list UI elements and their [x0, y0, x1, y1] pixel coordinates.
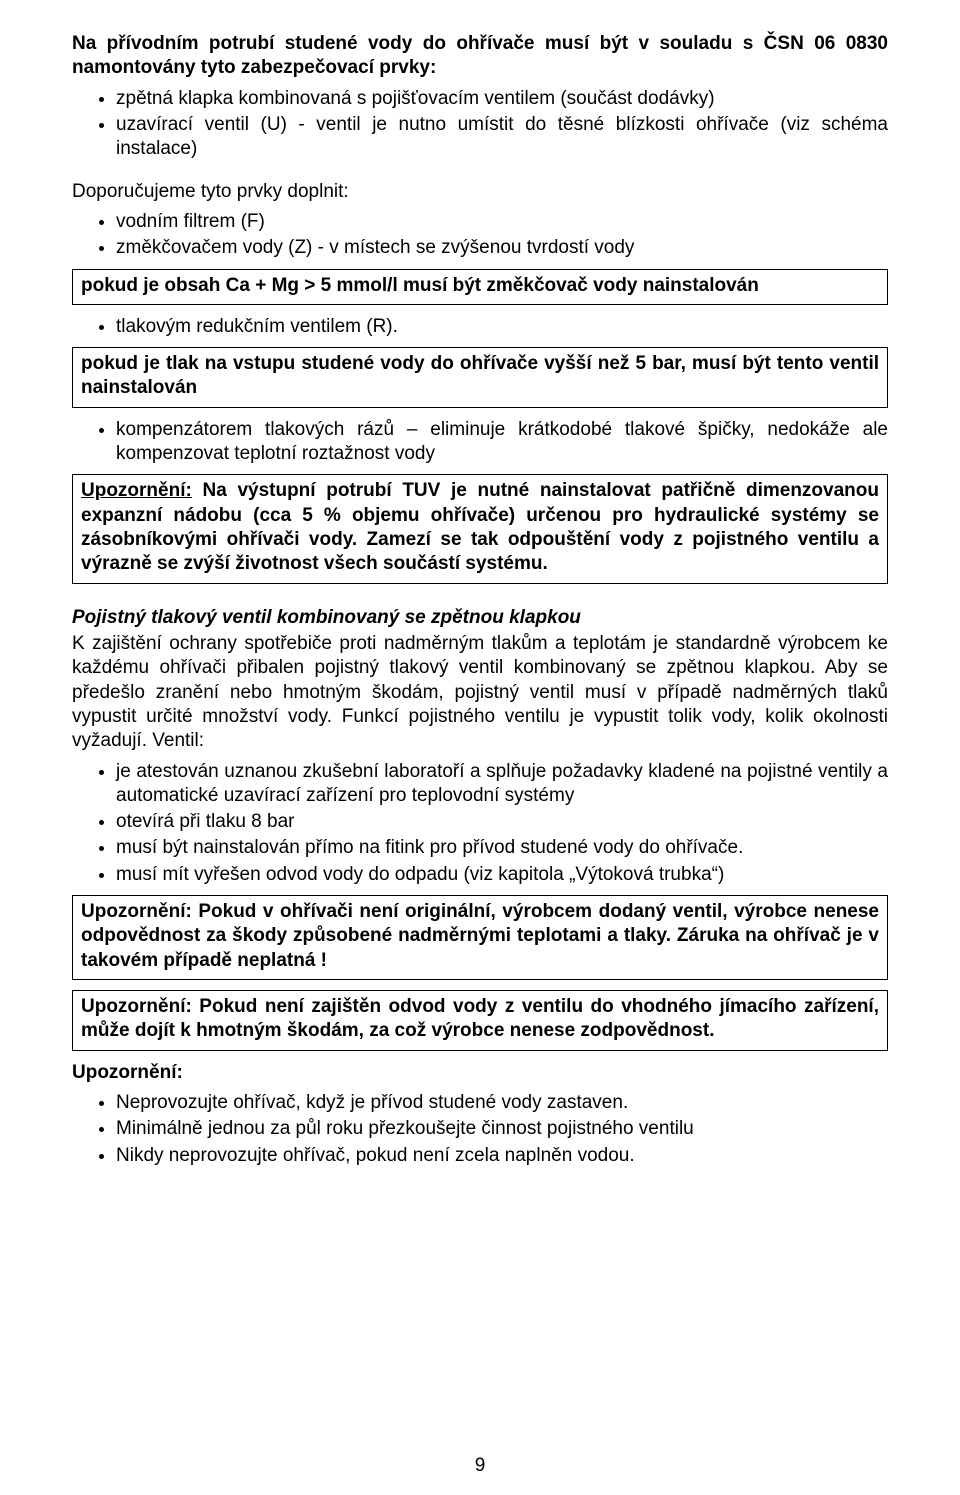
warning-box-3: Upozornění: Na výstupní potrubí TUV je n… [72, 474, 888, 583]
list-item: uzavírací ventil (U) - ventil je nutno u… [116, 113, 888, 162]
box-text: Upozornění: Na výstupní potrubí TUV je n… [81, 479, 879, 576]
warning-box-1: pokud je obsah Ca + Mg > 5 mmol/l musí b… [72, 269, 888, 305]
warning-box-5: Upozornění: Pokud není zajištěn odvod vo… [72, 990, 888, 1051]
after-box2-list: kompenzátorem tlakových rázů – eliminuje… [72, 418, 888, 467]
list-item: kompenzátorem tlakových rázů – eliminuje… [116, 418, 888, 467]
warning-box-2: pokud je tlak na vstupu studené vody do … [72, 347, 888, 408]
box-text: pokud je obsah Ca + Mg > 5 mmol/l musí b… [81, 274, 879, 298]
spacer [72, 594, 888, 598]
valve-section-para: K zajištění ochrany spotřebiče proti nad… [72, 632, 888, 754]
box-text: Upozornění: Pokud v ohřívači není origin… [81, 900, 879, 973]
valve-section-title: Pojistný tlakový ventil kombinovaný se z… [72, 606, 888, 630]
box-lead-label: Upozornění: [81, 480, 192, 501]
list-item: vodním filtrem (F) [116, 210, 888, 234]
list-item: změkčovačem vody (Z) - v místech se zvýš… [116, 236, 888, 260]
final-warning-label: Upozornění: [72, 1061, 888, 1085]
list-item: Nikdy neprovozujte ohřívač, pokud není z… [116, 1144, 888, 1168]
list-item: musí mít vyřešen odvod vody do odpadu (v… [116, 863, 888, 887]
intro-list: zpětná klapka kombinovaná s pojišťovacím… [72, 87, 888, 162]
page-number: 9 [0, 1455, 960, 1477]
recommend-lead: Doporučujeme tyto prvky doplnit: [72, 180, 888, 204]
intro-heading: Na přívodním potrubí studené vody do ohř… [72, 32, 888, 81]
list-item: je atestován uznanou zkušební laboratoří… [116, 760, 888, 809]
warning-box-4: Upozornění: Pokud v ohřívači není origin… [72, 895, 888, 980]
box-text: pokud je tlak na vstupu studené vody do … [81, 352, 879, 401]
valve-section-list: je atestován uznanou zkušební laboratoří… [72, 760, 888, 888]
list-item: musí být nainstalován přímo na fitink pr… [116, 836, 888, 860]
list-item: Minimálně jednou za půl roku přezkoušejt… [116, 1117, 888, 1141]
box-body: Na výstupní potrubí TUV je nutné nainsta… [81, 480, 879, 574]
list-item: tlakovým redukčním ventilem (R). [116, 315, 888, 339]
spacer [72, 170, 888, 180]
recommend-list: vodním filtrem (F) změkčovačem vody (Z) … [72, 210, 888, 261]
final-warning-list: Neprovozujte ohřívač, když je přívod stu… [72, 1091, 888, 1168]
box-text: Upozornění: Pokud není zajištěn odvod vo… [81, 995, 879, 1044]
document-page: Na přívodním potrubí studené vody do ohř… [0, 0, 960, 1495]
after-box1-list: tlakovým redukčním ventilem (R). [72, 315, 888, 339]
list-item: Neprovozujte ohřívač, když je přívod stu… [116, 1091, 888, 1115]
list-item: zpětná klapka kombinovaná s pojišťovacím… [116, 87, 888, 111]
list-item: otevírá při tlaku 8 bar [116, 810, 888, 834]
